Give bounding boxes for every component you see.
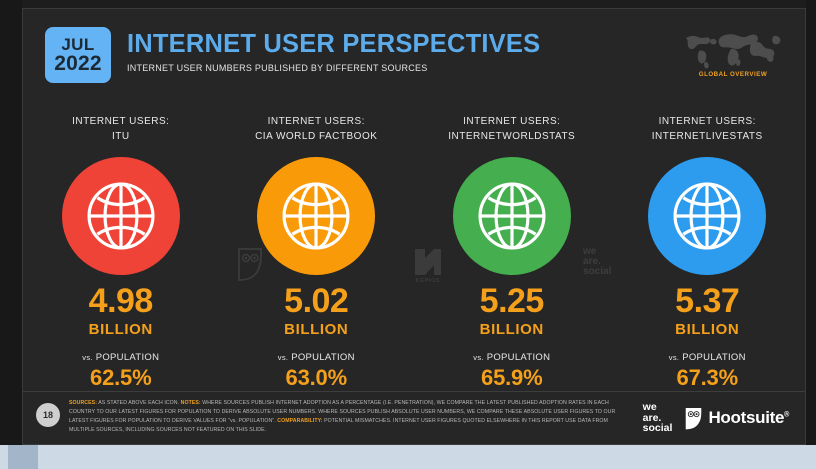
globe-icon (673, 182, 741, 250)
metric-column-itu: INTERNET USERS: ITU (23, 115, 219, 391)
was-logo-line2: are. (642, 411, 662, 424)
metric-percent: 67.3% (676, 365, 739, 390)
vs-label: POPULATION (95, 352, 160, 363)
globe-wrap (414, 154, 610, 278)
date-badge-year: 2022 (54, 51, 102, 75)
metric-percent: 62.5% (90, 365, 152, 390)
was-logo-line1: we (642, 401, 657, 413)
metric-value: 4.98 (88, 282, 154, 320)
title-block: INTERNET USER PERSPECTIVES INTERNET USER… (127, 31, 540, 73)
page-number-badge: 18 (36, 403, 60, 427)
viewer-scrollbar-thumb[interactable] (8, 445, 38, 469)
hootsuite-wordmark: Hootsuite® (708, 408, 789, 428)
we-are-social-logo: we are. social (643, 402, 673, 434)
globe-badge-blue (648, 157, 767, 275)
date-badge-month: JUL (61, 34, 95, 54)
metric-unit: BILLION (88, 321, 153, 338)
slide-footer: 18 SOURCES: AS STATED ABOVE EACH ICON. N… (23, 391, 805, 444)
footer-logos: we are. social Hootsuite® (643, 402, 790, 434)
globe-wrap (610, 154, 806, 278)
notes-text: WHERE SOURCES PUBLISH INTERNET ADOPTION … (69, 400, 616, 424)
vs-population-label: vs. POPULATION (219, 352, 415, 363)
page-subtitle: INTERNET USER NUMBERS PUBLISHED BY DIFFE… (127, 62, 428, 73)
globe-badge-red (61, 157, 180, 275)
vs-prefix: vs. (82, 353, 93, 362)
metric-value: 5.25 (479, 282, 545, 320)
column-heading-line1: INTERNET USERS: (463, 116, 561, 127)
vs-prefix: vs. (473, 353, 484, 362)
slide-header: JUL 2022 INTERNET USER PERSPECTIVES INTE… (23, 9, 805, 101)
slide: JUL 2022 INTERNET USER PERSPECTIVES INTE… (22, 8, 806, 445)
notes-label: NOTES: (180, 400, 201, 406)
metric-columns: INTERNET USERS: ITU (23, 115, 805, 391)
column-heading-line1: INTERNET USERS: (72, 116, 170, 127)
viewer-bottom-scrollbar[interactable] (0, 445, 816, 469)
column-heading-line2: INTERNETWORLDSTATS (448, 130, 576, 142)
metric-percent: 65.9% (481, 365, 543, 390)
world-map-icon (686, 34, 781, 69)
vs-population-label: vs. POPULATION (414, 352, 610, 363)
hootsuite-label: Hootsuite (708, 408, 785, 428)
metric-unit: BILLION (479, 321, 544, 338)
column-heading: INTERNET USERS: INTERNETWORLDSTATS (414, 115, 610, 147)
owl-icon (686, 407, 702, 429)
comparability-text: POTENTIAL MISMATCHES. INTERNET USER FIGU… (69, 417, 608, 433)
hootsuite-logo: Hootsuite® (684, 407, 789, 430)
metric-column-internetworldstats: INTERNET USERS: INTERNETWORLDSTATS (414, 115, 610, 391)
globe-wrap (219, 154, 415, 278)
viewer-gutter-left (0, 0, 22, 445)
vs-prefix: vs. (668, 353, 680, 362)
comparability-label: COMPARABILITY: (277, 417, 323, 424)
column-heading-line2: CIA WORLD FACTBOOK (255, 130, 378, 142)
column-heading-line2: ITU (111, 130, 130, 142)
viewer-gutter-right (806, 0, 816, 445)
vs-population-label: vs. POPULATION (610, 352, 806, 363)
globe-wrap (23, 154, 219, 278)
column-heading: INTERNET USERS: INTERNETLIVESTATS (610, 115, 806, 147)
metric-unit: BILLION (675, 321, 740, 338)
column-heading-line1: INTERNET USERS: (267, 116, 365, 127)
vs-label: POPULATION (486, 352, 551, 363)
vs-label: POPULATION (291, 352, 355, 363)
metric-value: 5.02 (284, 282, 349, 320)
world-map-mark: GLOBAL OVERVIEW (679, 27, 787, 78)
globe-badge-orange (257, 157, 376, 275)
vs-population-label: vs. POPULATION (23, 352, 219, 363)
globe-icon (478, 182, 546, 250)
globe-badge-green (452, 157, 571, 275)
column-heading: INTERNET USERS: CIA WORLD FACTBOOK (219, 115, 415, 147)
footnotes: SOURCES: AS STATED ABOVE EACH ICON. NOTE… (69, 399, 625, 435)
sources-label: SOURCES: (69, 400, 98, 406)
metric-percent: 63.0% (285, 365, 348, 390)
column-heading-line1: INTERNET USERS: (658, 116, 756, 127)
sources-text: AS STATED ABOVE EACH ICON. (97, 400, 181, 406)
metric-value: 5.37 (675, 282, 740, 320)
metric-column-internetlivestats: INTERNET USERS: INTERNETLIVESTATS (610, 115, 806, 391)
global-overview-label: GLOBAL OVERVIEW (698, 71, 768, 78)
metric-column-cia-world-factbook: INTERNET USERS: CIA WORLD FACTBOOK (219, 115, 415, 391)
globe-icon (87, 182, 155, 250)
metric-unit: BILLION (284, 321, 349, 338)
vs-label: POPULATION (682, 352, 746, 363)
date-badge: JUL 2022 (45, 27, 111, 83)
hootsuite-tm: ® (784, 411, 789, 419)
column-heading: INTERNET USERS: ITU (23, 115, 219, 147)
column-heading-line2: INTERNETLIVESTATS (651, 130, 763, 142)
globe-icon (282, 182, 350, 250)
was-logo-line3: social (642, 422, 673, 435)
vs-prefix: vs. (277, 353, 289, 362)
page-title: INTERNET USER PERSPECTIVES (127, 30, 541, 58)
